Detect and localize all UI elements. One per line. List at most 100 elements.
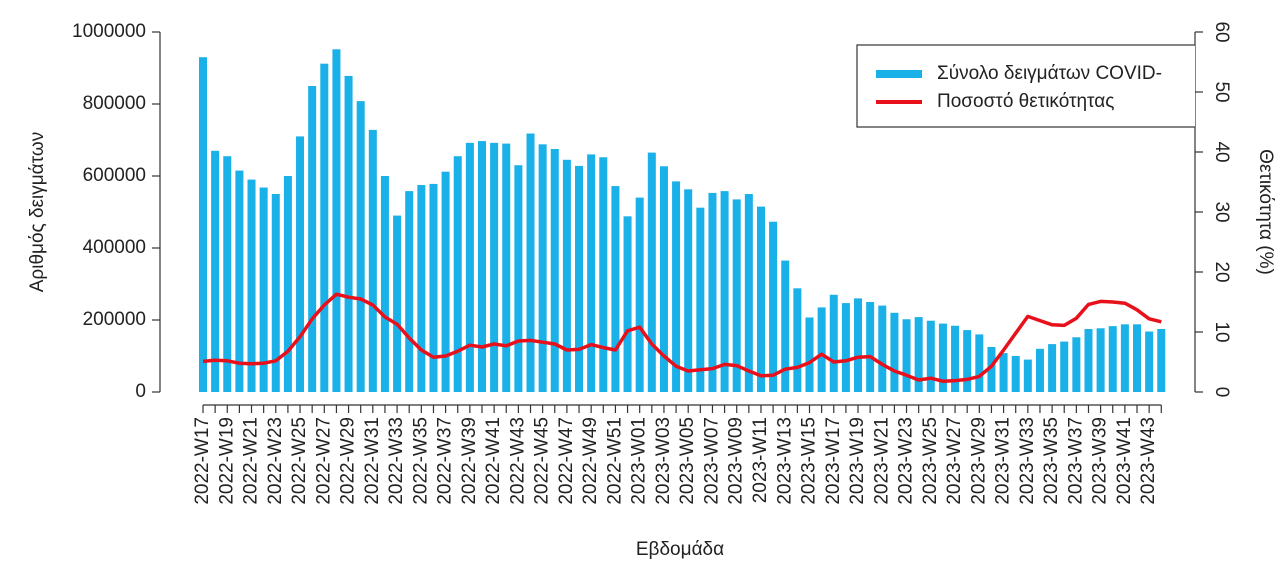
bar [1035, 348, 1044, 392]
bar [429, 183, 438, 392]
x-tick-label: 2023-W31 [993, 417, 1014, 505]
bar [1120, 324, 1129, 392]
y-tick-label: 600000 [83, 165, 146, 186]
x-tick-label: 2023-W13 [774, 417, 795, 505]
y2-tick-label: 40 [1211, 141, 1232, 162]
bar [332, 49, 341, 392]
bar [672, 181, 681, 392]
x-tick-label: 2023-W33 [1017, 417, 1038, 505]
x-tick-label: 2023-W07 [701, 417, 722, 505]
bar [805, 317, 814, 392]
bar [356, 101, 365, 393]
bar [744, 194, 753, 392]
bar [1048, 344, 1057, 392]
bar [344, 75, 353, 393]
x-tick-label: 2022-W49 [580, 417, 601, 505]
x-tick-label: 2022-W37 [435, 417, 456, 505]
bar [696, 207, 705, 392]
legend-box [856, 44, 1195, 128]
x-tick-label: 2023-W05 [677, 417, 698, 505]
bar [502, 143, 511, 392]
x-tick-label: 2022-W31 [362, 417, 383, 505]
bar [1023, 359, 1032, 392]
bar [1133, 324, 1142, 392]
x-tick-label: 2022-W29 [338, 417, 359, 505]
y-tick-label: 1000000 [72, 21, 146, 42]
bar [975, 334, 984, 392]
y-tick-label: 0 [135, 381, 146, 402]
bar [417, 185, 426, 392]
bar [490, 142, 499, 392]
x-tick-label: 2022-W45 [532, 417, 553, 505]
bar [635, 197, 644, 392]
bar [259, 187, 268, 392]
y-axis-title: Αριθμός δειγμάτων [27, 132, 48, 293]
bar [684, 189, 693, 392]
y2-tick-label: 20 [1211, 261, 1232, 282]
y2-tick-label: 0 [1211, 387, 1232, 398]
bar [659, 166, 668, 392]
bar [320, 63, 329, 393]
x-tick-label: 2022-W43 [507, 417, 528, 505]
x-tick-label: 2023-W41 [1114, 417, 1135, 505]
bar [817, 307, 826, 392]
x-tick-label: 2023-W43 [1138, 417, 1159, 505]
x-tick-label: 2023-W39 [1090, 417, 1111, 505]
bar [1157, 329, 1166, 392]
bar [611, 186, 620, 392]
bar [902, 319, 911, 392]
x-tick-label: 2023-W09 [726, 417, 747, 505]
bar [199, 57, 207, 392]
x-tick-label: 2023-W27 [944, 417, 965, 505]
legend: Σύνολο δειγμάτων COVID- Ποσοστό θετικότητ… [856, 44, 1195, 128]
bar [829, 294, 838, 392]
x-tick-label: 2023-W03 [653, 417, 674, 505]
x-tick-label: 2023-W21 [871, 417, 892, 505]
y2-tick-label: 10 [1211, 321, 1232, 342]
x-tick-label: 2022-W19 [216, 417, 237, 505]
bar [283, 176, 292, 392]
bar [393, 215, 402, 392]
bar [999, 353, 1008, 392]
x-tick-label: 2022-W35 [410, 417, 431, 505]
bar [441, 171, 450, 392]
x-tick-label: 2023-W23 [896, 417, 917, 505]
bar [538, 144, 547, 392]
bar [793, 288, 802, 392]
bar [211, 150, 220, 392]
bar [720, 191, 729, 392]
bar [914, 317, 923, 392]
bar [938, 323, 947, 392]
bar [878, 305, 887, 392]
x-tick-label: 2022-W47 [556, 417, 577, 505]
x-tick-label: 2023-W01 [629, 417, 650, 505]
bar [599, 157, 608, 392]
x-tick-label: 2023-W11 [750, 417, 771, 503]
x-tick-label: 2023-W17 [823, 417, 844, 505]
bar [890, 312, 899, 392]
y-tick-label: 800000 [83, 93, 146, 114]
bar [526, 133, 535, 392]
bar [781, 260, 790, 392]
y-tick-label: 400000 [83, 237, 146, 258]
bar [296, 136, 305, 392]
bar [380, 176, 389, 392]
bar [987, 347, 996, 392]
bar [951, 325, 960, 392]
x-tick-label: 2023-W19 [847, 417, 868, 505]
bar [465, 142, 474, 392]
bar [235, 170, 244, 392]
bar [623, 216, 632, 392]
bar [1096, 328, 1105, 392]
bar [514, 165, 523, 392]
bar [769, 221, 778, 392]
bar [1108, 326, 1117, 392]
y2-tick-label: 60 [1211, 21, 1232, 42]
y2-tick-label: 50 [1211, 81, 1232, 102]
bar [368, 129, 377, 393]
bar [477, 141, 486, 392]
bar [308, 86, 317, 392]
bar [587, 154, 596, 392]
x-tick-label: 2022-W25 [289, 417, 310, 505]
